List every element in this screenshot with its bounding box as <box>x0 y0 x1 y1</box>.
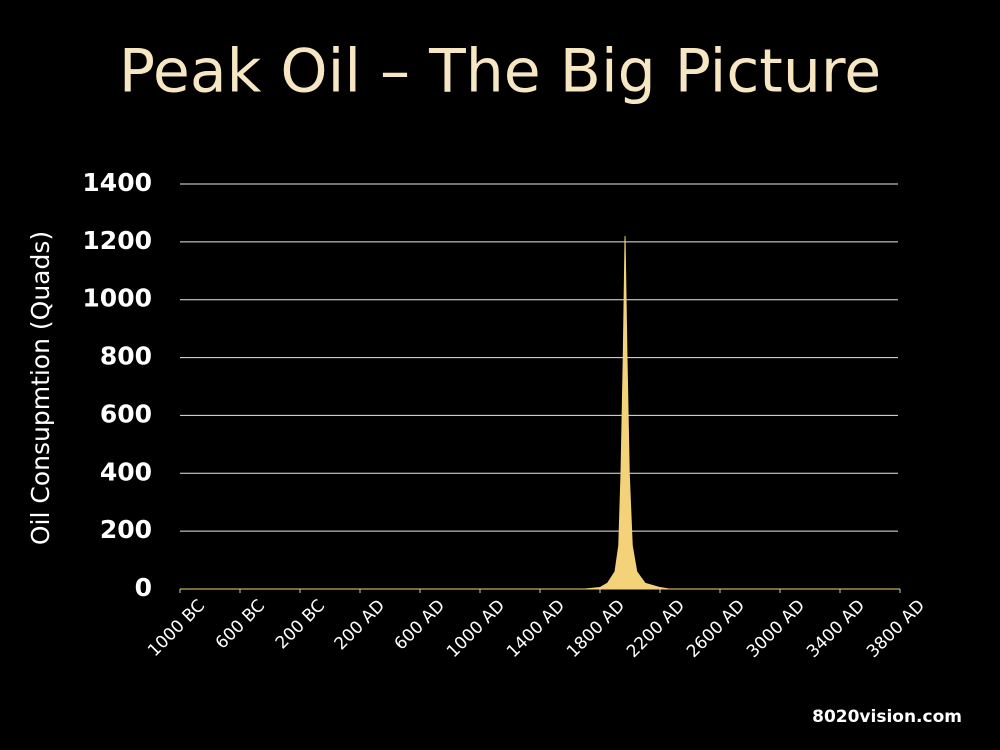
x-tick-label: 3400 AD <box>803 596 869 662</box>
y-tick-label: 600 <box>100 399 152 428</box>
y-tick-label: 0 <box>135 573 152 602</box>
x-tick-label: 3000 AD <box>743 596 809 662</box>
y-tick-label: 800 <box>100 342 152 371</box>
y-axis-label: Oil Consupmtion (Quads) <box>26 231 55 545</box>
x-tick-label: 200 AD <box>331 596 389 654</box>
x-tick-label: 200 BC <box>272 596 329 653</box>
x-tick-label: 1000 BC <box>144 596 209 661</box>
x-tick-label: 600 AD <box>391 596 449 654</box>
x-tick-label: 600 BC <box>212 596 269 653</box>
chart-title: Peak Oil – The Big Picture <box>119 37 881 107</box>
y-tick-label: 200 <box>100 515 152 544</box>
x-tick-label: 2200 AD <box>623 596 689 662</box>
y-tick-label: 400 <box>100 457 152 486</box>
x-tick-label: 1000 AD <box>443 596 509 662</box>
y-tick-label: 1400 <box>82 168 152 197</box>
x-tick-label: 3800 AD <box>863 596 929 662</box>
x-tick-label: 1400 AD <box>503 596 569 662</box>
y-tick-label: 1200 <box>82 226 152 255</box>
x-tick-label: 2600 AD <box>683 596 749 662</box>
area <box>180 236 900 590</box>
source: 8020vision.com <box>812 707 962 727</box>
y-tick-label: 1000 <box>82 284 152 313</box>
x-tick-label: 1800 AD <box>563 596 629 662</box>
